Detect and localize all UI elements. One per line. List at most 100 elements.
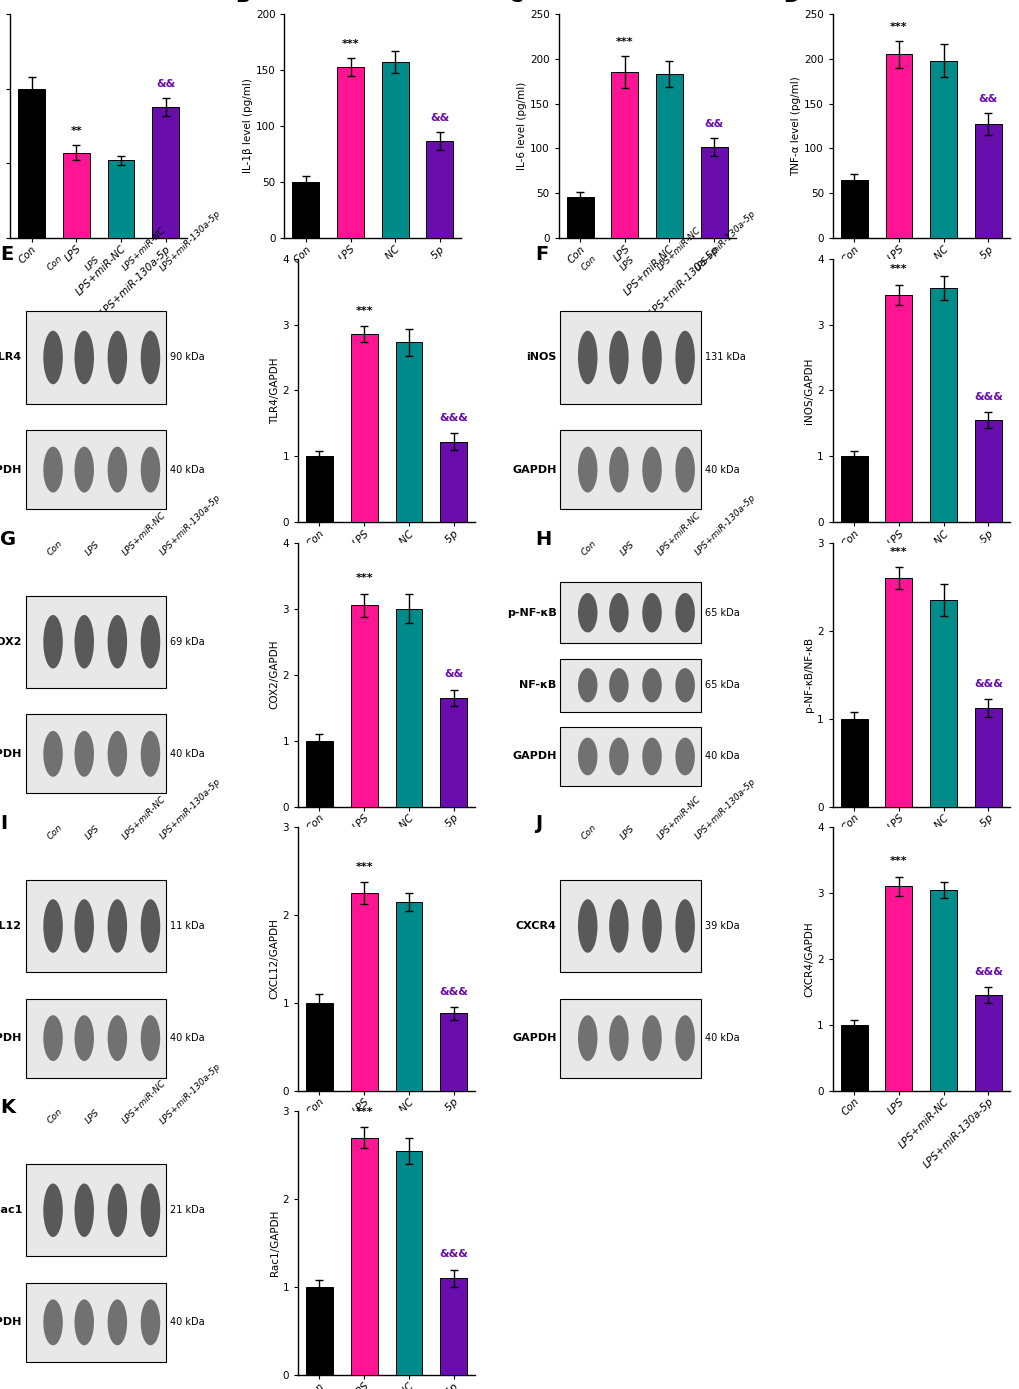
Text: LPS+miR-130a-5p: LPS+miR-130a-5p [158, 1061, 222, 1125]
Y-axis label: IL-6 level (pg/ml): IL-6 level (pg/ml) [517, 82, 527, 169]
Bar [306, 457, 332, 522]
Bar [974, 419, 1001, 522]
Ellipse shape [141, 615, 160, 668]
Ellipse shape [578, 899, 597, 953]
Ellipse shape [642, 447, 661, 493]
Text: ***: *** [615, 38, 633, 47]
Text: ***: *** [341, 39, 359, 49]
Bar [840, 1025, 867, 1090]
Bar [25, 311, 166, 404]
Text: LPS+miR-130a-5p: LPS+miR-130a-5p [692, 493, 756, 557]
Text: LPS+miR-NC: LPS+miR-NC [655, 226, 702, 272]
Text: LPS+miR-NC: LPS+miR-NC [121, 226, 168, 272]
Bar [107, 160, 135, 238]
Ellipse shape [578, 447, 597, 493]
Text: &&: && [430, 113, 449, 122]
Y-axis label: IL-1β level (pg/ml): IL-1β level (pg/ml) [243, 79, 253, 174]
Ellipse shape [578, 1015, 597, 1061]
Bar [929, 289, 956, 522]
Bar [152, 107, 179, 238]
Ellipse shape [108, 1299, 127, 1346]
Text: E: E [0, 246, 13, 264]
Bar [559, 728, 700, 786]
Text: 90 kDa: 90 kDa [170, 353, 205, 363]
Bar [25, 1164, 166, 1257]
Ellipse shape [675, 899, 694, 953]
Bar [559, 879, 700, 972]
Text: J: J [535, 814, 542, 833]
Text: Con: Con [45, 822, 64, 842]
Text: ***: *** [355, 863, 373, 872]
Bar [395, 1151, 422, 1375]
Text: ***: *** [355, 306, 373, 315]
Text: Con: Con [45, 539, 64, 557]
Ellipse shape [608, 738, 628, 775]
Text: B: B [234, 0, 250, 6]
Ellipse shape [141, 899, 160, 953]
Text: LPS+miR-NC: LPS+miR-NC [121, 510, 168, 557]
Bar [840, 718, 867, 807]
Text: 40 kDa: 40 kDa [704, 751, 739, 761]
Y-axis label: TLR4/GAPDH: TLR4/GAPDH [269, 357, 279, 424]
Text: **: ** [70, 126, 83, 136]
Bar [306, 1288, 332, 1375]
Text: GAPDH: GAPDH [512, 1033, 556, 1043]
Text: Con: Con [580, 254, 598, 272]
Text: p-NF-κB: p-NF-κB [506, 608, 556, 618]
Bar [929, 890, 956, 1090]
Ellipse shape [675, 668, 694, 703]
Bar [351, 1138, 377, 1375]
Bar [426, 140, 452, 238]
Ellipse shape [675, 593, 694, 632]
Bar [337, 67, 364, 238]
Ellipse shape [578, 738, 597, 775]
Bar [395, 608, 422, 807]
Ellipse shape [675, 331, 694, 385]
Text: GAPDH: GAPDH [0, 749, 21, 758]
Ellipse shape [608, 593, 628, 632]
Text: LPS+miR-130a-5p: LPS+miR-130a-5p [692, 776, 756, 842]
Text: ***: *** [890, 856, 907, 865]
Text: 40 kDa: 40 kDa [704, 1033, 739, 1043]
Ellipse shape [43, 1015, 63, 1061]
Bar [884, 886, 911, 1090]
Text: LPS: LPS [619, 256, 636, 272]
Y-axis label: COX2/GAPDH: COX2/GAPDH [269, 640, 279, 710]
Text: K: K [0, 1099, 15, 1117]
Text: 40 kDa: 40 kDa [170, 464, 205, 475]
Bar [974, 124, 1001, 238]
Ellipse shape [608, 447, 628, 493]
Ellipse shape [43, 331, 63, 385]
Text: I: I [0, 814, 7, 833]
Bar [306, 740, 332, 807]
Bar [25, 714, 166, 793]
Text: 40 kDa: 40 kDa [170, 749, 205, 758]
Ellipse shape [108, 731, 127, 776]
Text: LPS+miR-NC: LPS+miR-NC [121, 1079, 168, 1125]
Ellipse shape [578, 593, 597, 632]
Ellipse shape [141, 1299, 160, 1346]
Bar [351, 335, 377, 522]
Ellipse shape [43, 731, 63, 776]
Text: 40 kDa: 40 kDa [704, 464, 739, 475]
Text: LPS+miR-130a-5p: LPS+miR-130a-5p [158, 208, 222, 272]
Y-axis label: CXCR4/GAPDH: CXCR4/GAPDH [803, 921, 813, 997]
Text: &&: && [978, 94, 997, 104]
Ellipse shape [642, 738, 661, 775]
Text: ***: *** [355, 1107, 373, 1117]
Bar [655, 74, 682, 238]
Ellipse shape [675, 738, 694, 775]
Bar [840, 179, 867, 238]
Text: 39 kDa: 39 kDa [704, 921, 739, 931]
Y-axis label: CXCL12/GAPDH: CXCL12/GAPDH [269, 918, 279, 1000]
Bar [974, 996, 1001, 1090]
Text: 65 kDa: 65 kDa [704, 608, 739, 618]
Bar [292, 182, 319, 238]
Text: &&&: &&& [439, 986, 468, 997]
Text: GAPDH: GAPDH [512, 464, 556, 475]
Y-axis label: Rac1/GAPDH: Rac1/GAPDH [269, 1210, 279, 1276]
Text: LPS+miR-NC: LPS+miR-NC [655, 795, 702, 842]
Bar [440, 697, 467, 807]
Text: GAPDH: GAPDH [0, 1033, 21, 1043]
Text: LPS: LPS [85, 824, 102, 842]
